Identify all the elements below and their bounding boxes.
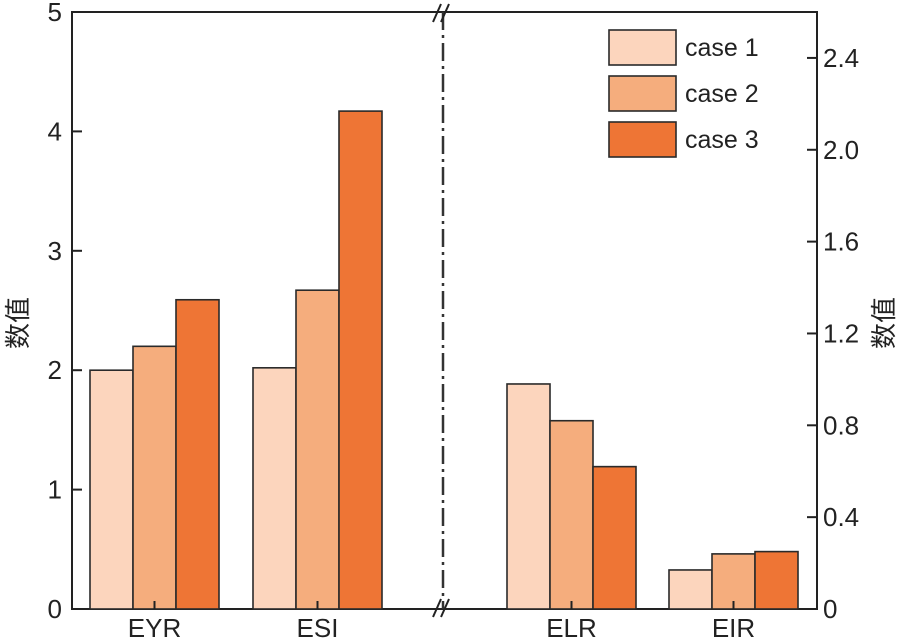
left-tick-label: 5 (48, 0, 62, 27)
legend-swatch-case-2 (608, 75, 677, 112)
right-axis-label: 数值 (870, 297, 900, 349)
category-label-eir: EIR (712, 613, 755, 642)
legend-label-case-2: case 2 (685, 80, 759, 108)
right-tick-label: 0.4 (823, 502, 859, 532)
right-tick-label: 0.8 (823, 410, 859, 440)
left-tick-label: 1 (48, 475, 62, 505)
bar-eir-case-3 (754, 550, 799, 610)
bar-eir-case-1 (668, 569, 713, 610)
left-axis-label: 数值 (4, 297, 34, 349)
bar-esi-case-1 (252, 367, 297, 610)
bar-esi-case-2 (295, 289, 340, 610)
legend: case 1 case 2 case 3 (608, 29, 759, 158)
legend-swatch-case-1 (608, 29, 677, 66)
axis-break-mark-bottom (432, 598, 450, 618)
bar-eyr-case-3 (175, 298, 220, 610)
left-tick-label: 0 (48, 594, 62, 624)
category-label-esi: ESI (297, 613, 339, 642)
legend-label-case-1: case 1 (685, 34, 759, 62)
bar-elr-case-1 (506, 383, 551, 610)
left-tick-label: 4 (48, 116, 62, 146)
left-tick-label: 2 (48, 355, 62, 385)
legend-label-case-3: case 3 (685, 126, 759, 154)
right-tick-label: 2.4 (823, 43, 859, 73)
category-label-elr: ELR (546, 613, 597, 642)
axis-break-mark-top (432, 3, 450, 23)
left-tick-label: 3 (48, 236, 62, 266)
bar-eyr-case-1 (89, 369, 134, 610)
bar-elr-case-3 (592, 465, 637, 610)
right-tick-label: 0 (823, 594, 837, 624)
bar-eyr-case-2 (132, 345, 177, 610)
right-tick-label: 2.0 (823, 135, 859, 165)
right-tick-label: 1.6 (823, 227, 859, 257)
right-tick-label: 1.2 (823, 318, 859, 348)
category-label-eyr: EYR (128, 613, 181, 642)
bar-elr-case-2 (549, 419, 594, 610)
bar-esi-case-3 (338, 110, 383, 610)
legend-swatch-case-3 (608, 121, 677, 158)
bar-eir-case-2 (711, 553, 756, 610)
